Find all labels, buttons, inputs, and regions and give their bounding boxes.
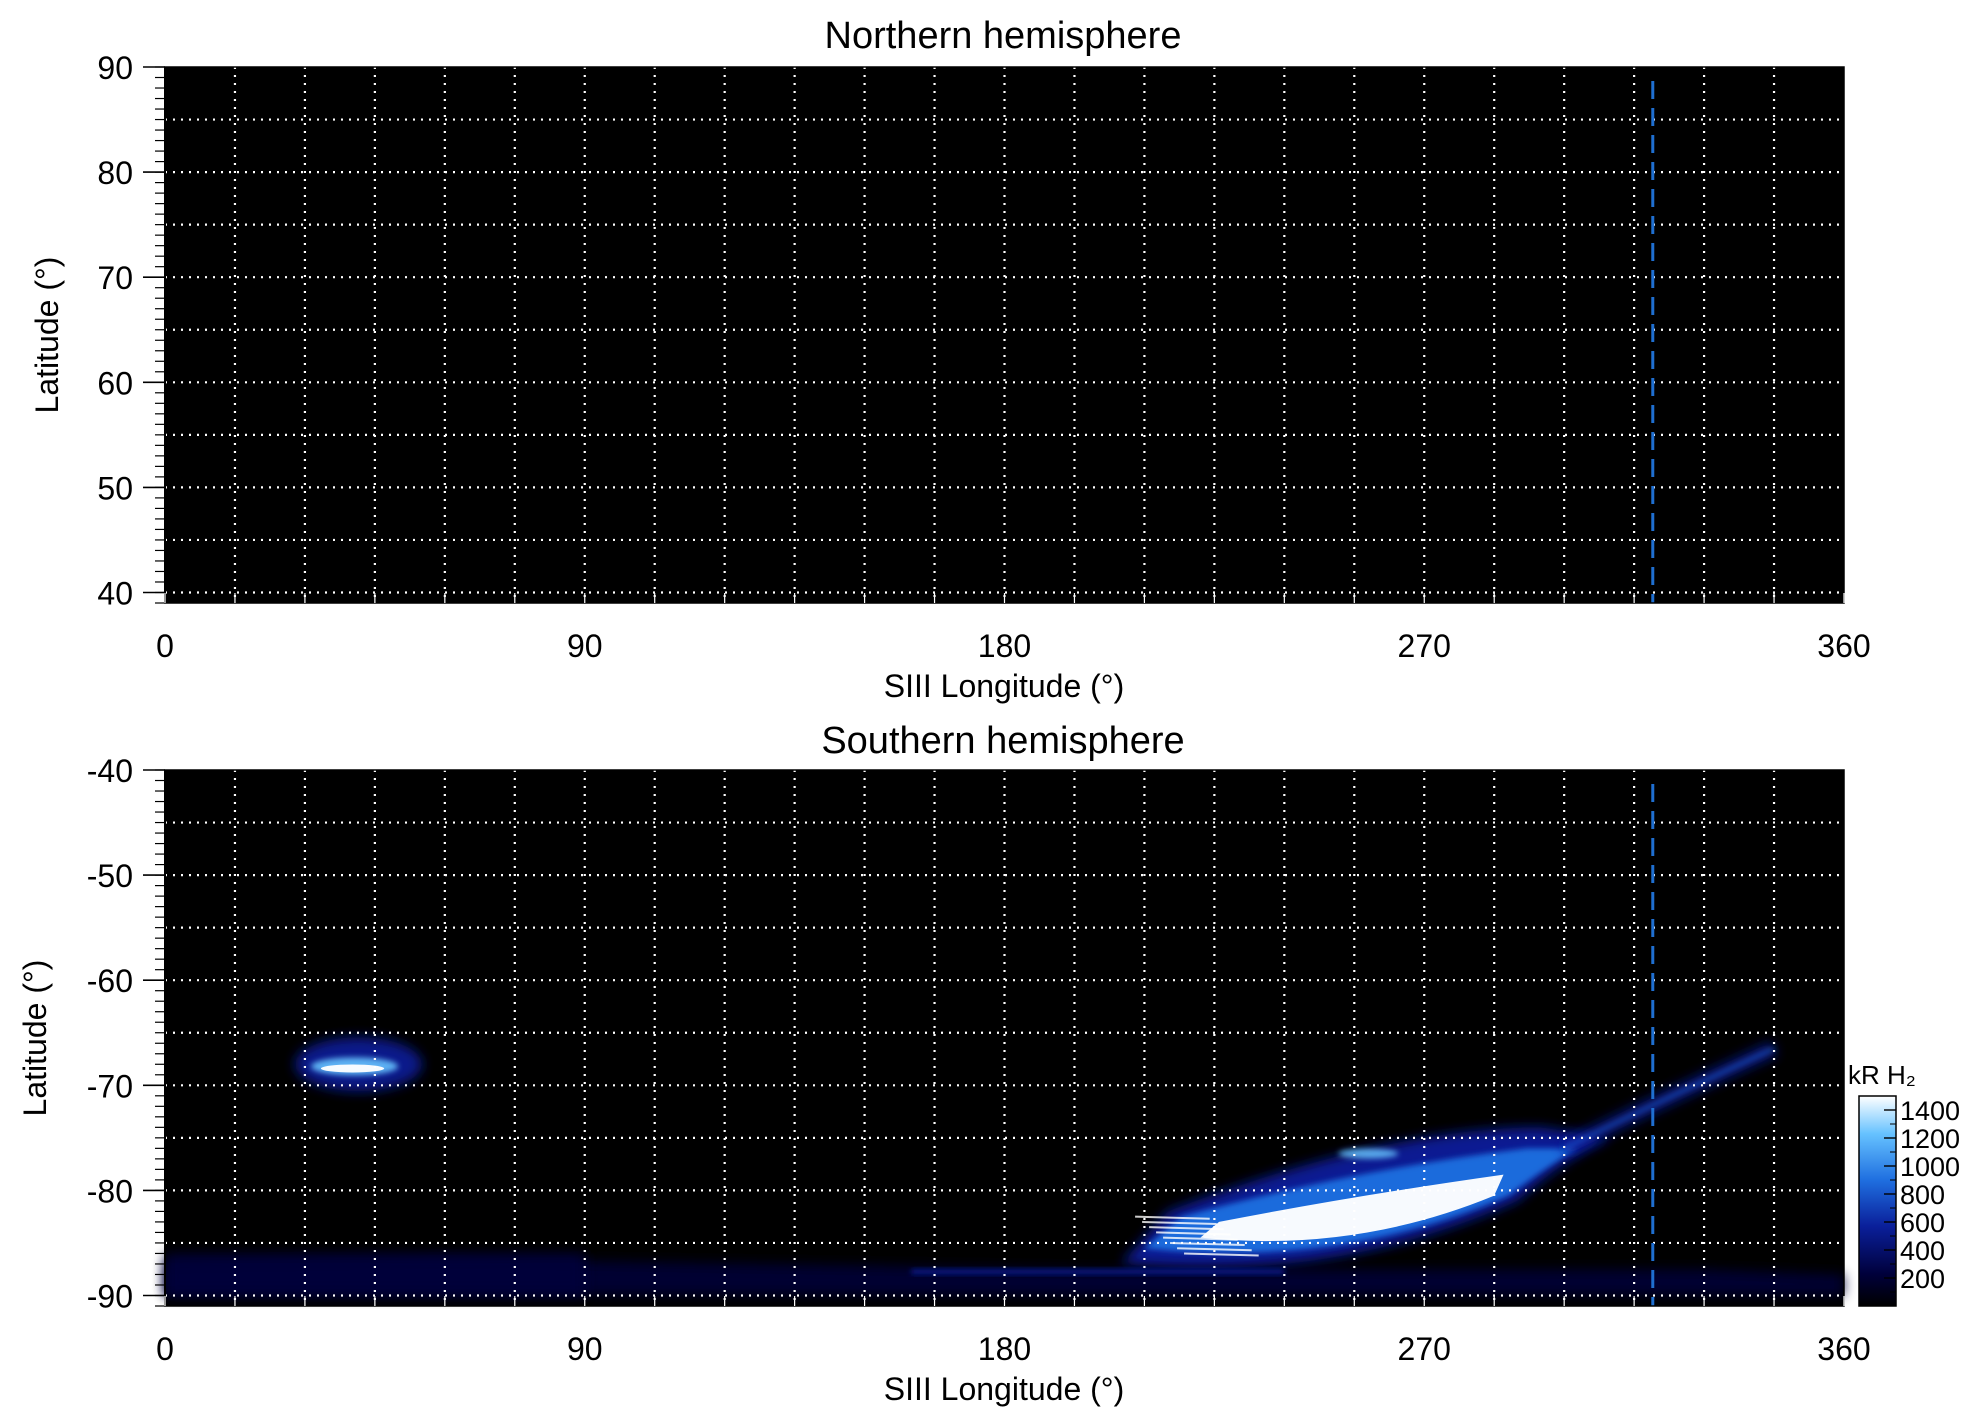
y-tick-label: 60	[97, 365, 133, 401]
emission-oval-streak	[1135, 1215, 1210, 1220]
north-axes: 40 50 60 70 80 90 0 90 180 270 360	[97, 50, 1870, 664]
x-tick-label: 270	[1398, 628, 1451, 664]
x-tick-label: 90	[567, 1331, 603, 1367]
emission-oval-streak	[1177, 1247, 1252, 1252]
south-axes: -40 -50 -60 -70 -80 -90 0 90 180 270 360	[87, 753, 1871, 1367]
x-tick-label: 270	[1398, 1331, 1451, 1367]
y-tick-label: -90	[87, 1278, 133, 1314]
x-tick-label: 0	[156, 1331, 174, 1367]
colorbar-label: kR H₂	[1848, 1060, 1916, 1090]
x-tick-label: 360	[1817, 628, 1870, 664]
north-title: Northern hemisphere	[825, 15, 1182, 57]
emission-oval-streak	[1149, 1226, 1224, 1231]
north-xlabel: SIII Longitude (°)	[884, 668, 1124, 704]
y-tick-label: 70	[97, 260, 133, 296]
y-tick-label: -70	[87, 1068, 133, 1104]
x-tick-label: 0	[156, 628, 174, 664]
y-tick-label: -60	[87, 963, 133, 999]
south-panel: Southern hemisphere -40 -50 -60 -70 -80 -90 0 9…	[17, 720, 1871, 1407]
colorbar-gradient	[1858, 1095, 1897, 1307]
x-tick-label: 180	[978, 1331, 1031, 1367]
y-tick-label: 40	[97, 575, 133, 611]
y-tick-label: -80	[87, 1173, 133, 1209]
emission-spot-core	[320, 1064, 385, 1073]
south-grid	[165, 770, 1844, 1306]
north-ylabel: Latitude (°)	[29, 257, 65, 414]
emission-polar-band-core	[911, 1269, 1285, 1275]
colorbar-tick-label: 1200	[1900, 1124, 1960, 1154]
y-tick-label: 80	[97, 155, 133, 191]
south-xlabel: SIII Longitude (°)	[884, 1371, 1124, 1407]
colorbar-tick-label: 1000	[1900, 1152, 1960, 1182]
north-grid	[165, 67, 1844, 603]
emission-oval-streak	[1142, 1220, 1217, 1226]
colorbar-tick-label: 600	[1900, 1208, 1945, 1238]
emission-oval-streak	[1156, 1231, 1231, 1236]
y-tick-label: 50	[97, 470, 133, 506]
colorbar-tick-label: 1400	[1900, 1096, 1960, 1126]
x-tick-label: 360	[1817, 1331, 1870, 1367]
y-tick-label: -40	[87, 753, 133, 789]
colorbar-tick-label: 400	[1900, 1236, 1945, 1266]
emission-arc-core	[1563, 1047, 1775, 1150]
south-ylabel: Latitude (°)	[17, 960, 53, 1117]
emission-oval-streak	[1163, 1236, 1238, 1241]
emission-oval-core	[1200, 1174, 1504, 1242]
emission-oval-upper-knot	[1338, 1148, 1399, 1159]
y-tick-label: 90	[97, 50, 133, 86]
x-tick-label: 90	[567, 628, 603, 664]
y-tick-label: -50	[87, 858, 133, 894]
emission-oval-streak	[1184, 1252, 1259, 1257]
colorbar-tick-label: 200	[1900, 1264, 1945, 1294]
colorbar-tick-label: 800	[1900, 1180, 1945, 1210]
x-tick-label: 180	[978, 628, 1031, 664]
south-title: Southern hemisphere	[821, 720, 1184, 762]
north-panel: Northern hemisphere 40 50 60 70 80 90 0 90 180 27…	[29, 15, 1871, 704]
